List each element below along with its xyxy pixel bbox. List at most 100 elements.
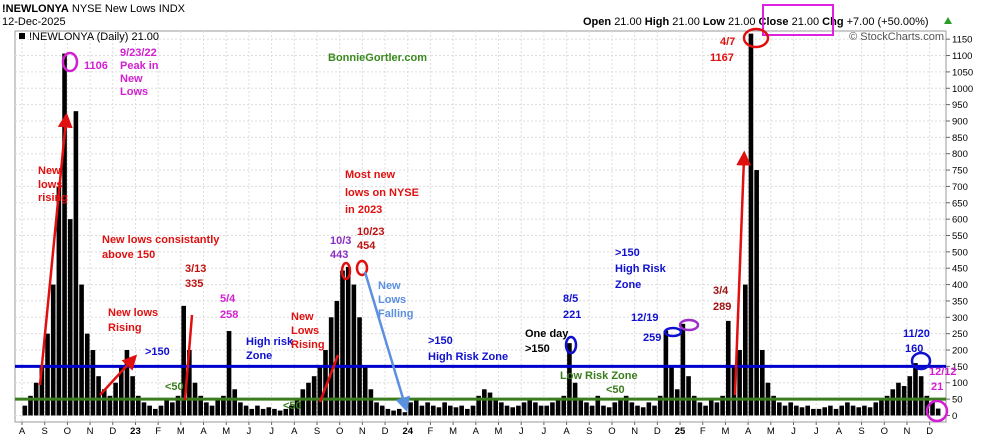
legend-swatch — [19, 33, 25, 39]
bar — [311, 376, 317, 416]
annotation-line: 12/12 — [929, 366, 957, 378]
bar — [691, 395, 697, 416]
x-tick-label: M — [222, 426, 230, 437]
bar — [442, 402, 447, 416]
annotation-line: Falling — [378, 308, 413, 320]
bar — [289, 405, 294, 416]
annotation-line: 454 — [357, 240, 376, 252]
annotation-line: 1106 — [84, 60, 108, 72]
arrows — [38, 112, 752, 413]
x-tick-label: D — [109, 426, 116, 437]
x-tick-label: A — [836, 426, 843, 437]
bar — [742, 284, 748, 416]
x-tick-label: O — [336, 426, 343, 437]
x-tick-label: J — [269, 426, 274, 437]
annotation-line: >150 — [615, 247, 640, 259]
quote-value: 21.00 — [728, 16, 756, 28]
annotation: 10/3 443 — [330, 235, 351, 261]
bar — [657, 395, 663, 416]
annotation-line: 4/7 — [720, 36, 735, 48]
highlight-box — [762, 4, 834, 36]
bar — [260, 408, 266, 416]
bar — [504, 405, 510, 416]
annotation-line: lows — [38, 179, 62, 191]
x-tick-label: M — [767, 426, 775, 437]
y-tick-label: 400 — [952, 280, 968, 291]
x-tick-label: J — [519, 426, 524, 437]
annotation: New Lows Rising — [291, 311, 325, 351]
x-tick-label: M — [495, 426, 503, 437]
bar — [918, 376, 924, 416]
bar — [84, 333, 90, 416]
bar — [924, 395, 930, 416]
annotation-line: 5/4 — [220, 293, 236, 305]
bar — [782, 405, 788, 416]
bar — [538, 405, 544, 416]
annotation-line: New — [38, 165, 61, 177]
bar — [487, 392, 493, 416]
bar — [107, 395, 113, 416]
plot-frame — [14, 30, 947, 423]
legend: !NEWLONYA (Daily) 21.00 — [29, 31, 159, 43]
annotation: <50 — [606, 384, 625, 396]
y-tick-label: 900 — [952, 116, 968, 127]
annotation-line: 3/13 — [185, 263, 206, 275]
x-tick-label: M — [177, 426, 185, 437]
bar — [323, 350, 328, 416]
annotation-line: Lows — [291, 325, 319, 337]
bar — [238, 402, 243, 416]
bar — [158, 405, 164, 416]
bar — [754, 170, 759, 416]
bar — [124, 350, 130, 416]
bar — [850, 405, 856, 416]
bar — [430, 405, 436, 416]
reference-lines — [15, 364, 946, 401]
y-tick-label: 450 — [952, 264, 968, 275]
bar — [601, 405, 606, 416]
x-tick-label: A — [19, 426, 26, 437]
bar — [476, 395, 481, 416]
arrow — [318, 354, 340, 403]
annotation-line: One day — [525, 328, 569, 340]
annotation-line: New lows — [108, 307, 158, 319]
bar — [340, 270, 345, 416]
bar — [839, 405, 845, 416]
bar — [226, 331, 232, 416]
bar — [725, 320, 731, 416]
annotation-line: 9/23/22 — [120, 47, 157, 59]
bar — [204, 402, 209, 416]
bar — [175, 395, 181, 416]
bar — [788, 402, 793, 416]
bar — [294, 399, 300, 416]
x-tick-label: M — [449, 426, 457, 437]
bar — [828, 405, 833, 416]
y-tick-label: 1100 — [952, 51, 972, 62]
bar — [811, 408, 816, 416]
bar — [856, 407, 862, 416]
annotation: Low Risk Zone — [560, 370, 638, 382]
annotation: 4/7 1167 — [710, 36, 735, 64]
annotation: New lows consistantly above 150 — [102, 234, 220, 261]
y-tick-label: 750 — [952, 166, 968, 177]
bar — [277, 410, 283, 416]
quote-value: 21.00 — [614, 16, 642, 28]
bar — [362, 366, 368, 416]
bar — [118, 366, 124, 416]
bar — [935, 408, 941, 416]
x-tick-label: F — [428, 426, 434, 437]
bar — [232, 389, 238, 416]
x-tick-label: S — [858, 426, 864, 437]
bar — [453, 407, 459, 416]
bar — [708, 399, 714, 416]
bar — [470, 405, 476, 416]
x-tick-label: D — [926, 426, 933, 437]
bar — [459, 405, 464, 416]
annotation-line: 3/4 — [713, 285, 729, 297]
x-tick-label: F — [700, 426, 706, 437]
x-tick-label: J — [814, 426, 819, 437]
annotation: New lows rising — [38, 165, 68, 204]
y-tick-label: 600 — [952, 215, 968, 226]
y-tick-label: 1050 — [952, 67, 973, 78]
bar — [255, 405, 260, 416]
annotation-line: High Risk Zone — [428, 351, 508, 363]
